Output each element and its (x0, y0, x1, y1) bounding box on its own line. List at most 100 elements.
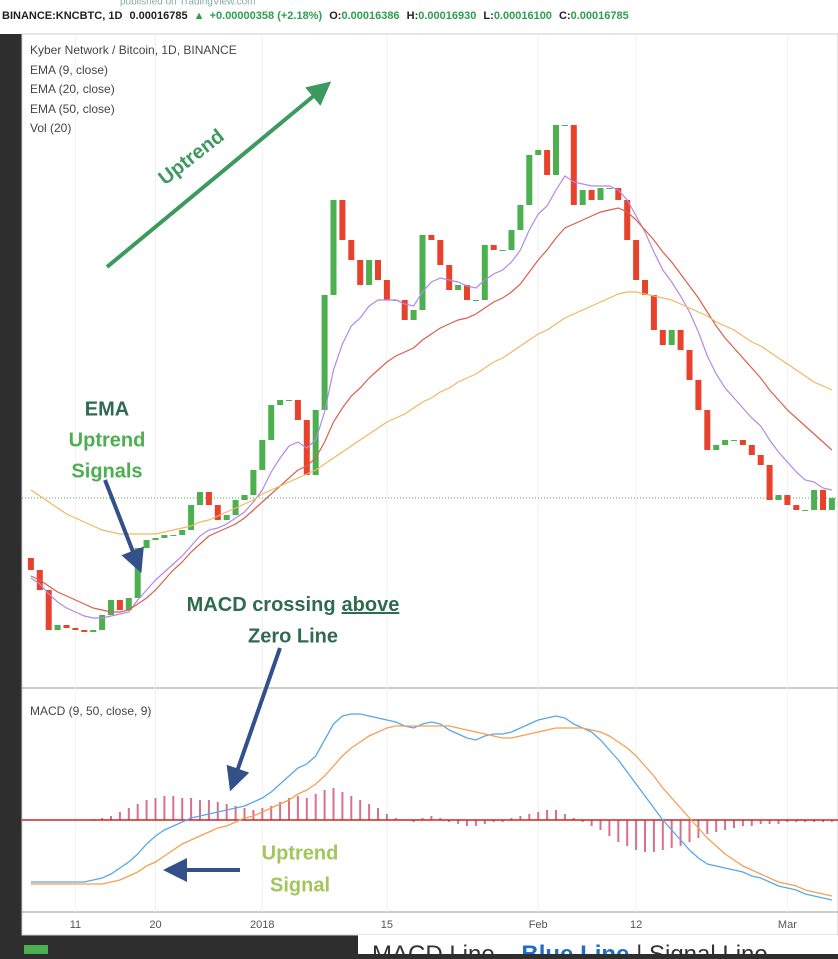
histogram-bar (279, 802, 282, 820)
histogram-bar (572, 818, 575, 820)
candle (348, 240, 355, 260)
candle (401, 300, 408, 320)
last-price: 0.00016785 (129, 10, 187, 22)
histogram-bar (741, 820, 744, 826)
x-tick-label: Feb (529, 919, 548, 931)
histogram-bar (368, 804, 371, 820)
histogram-bar (626, 820, 629, 846)
histogram-bar (768, 820, 771, 824)
histogram-bar (563, 814, 566, 820)
x-tick-label: 20 (149, 919, 161, 931)
histogram-bar (296, 796, 299, 820)
histogram-bar (430, 816, 433, 820)
change: +0.00000358 (+2.18%) (210, 10, 323, 22)
candle (375, 260, 381, 280)
macd-title: MACD (9, 50, close, 9) (30, 704, 151, 718)
candle (339, 200, 346, 240)
candle (383, 280, 390, 300)
histogram-bar (448, 820, 451, 822)
histogram-bar (350, 796, 353, 820)
candle (811, 490, 818, 510)
candle (570, 125, 577, 205)
macd-line (30, 713, 833, 901)
histogram-bar (270, 806, 273, 820)
candle (731, 440, 737, 441)
candle (428, 235, 435, 240)
histogram-bar (412, 820, 415, 822)
macd-cross-text: MACD crossing (187, 594, 336, 616)
candle (312, 410, 319, 475)
histogram-bar (635, 820, 638, 850)
histogram-bar (528, 814, 531, 820)
change-arrow: ▲ (194, 10, 205, 22)
candle (241, 495, 248, 500)
x-tick-label: 15 (381, 919, 393, 931)
candle (784, 495, 791, 505)
histogram-bar (110, 816, 112, 820)
histogram-bar (822, 820, 824, 822)
close: 0.00016785 (571, 10, 629, 22)
candle (508, 230, 515, 250)
candle (748, 445, 755, 455)
histogram-bar (234, 806, 237, 820)
candle (739, 440, 746, 445)
candle (366, 260, 373, 285)
candle (286, 400, 292, 401)
histogram-bar (163, 796, 166, 820)
candle (499, 250, 506, 251)
signal-label: Uptrend (262, 842, 339, 864)
histogram-bar (519, 816, 522, 820)
plot (22, 125, 838, 901)
candle (828, 498, 835, 510)
histogram-bar (830, 820, 833, 822)
candle (81, 630, 88, 632)
histogram-bar (537, 812, 540, 820)
histogram-bar (341, 792, 344, 820)
macd-cross-label: Zero Line (248, 625, 338, 647)
histogram-bar (555, 810, 557, 820)
candle (695, 380, 702, 410)
ema-label: Uptrend (69, 429, 146, 451)
caption-part: MACD Line – (372, 941, 521, 954)
low: 0.00016100 (494, 10, 552, 22)
candle (659, 330, 666, 345)
candle (535, 150, 542, 155)
chart-area (21, 33, 838, 936)
histogram-bar (546, 810, 549, 820)
histogram-bar (207, 800, 210, 820)
histogram-bar (759, 820, 762, 824)
histogram-bar (225, 804, 228, 820)
histogram-bar (492, 820, 495, 822)
histogram-bar (261, 808, 264, 820)
macd-cross-arrow (226, 647, 282, 792)
histogram-bar (145, 800, 148, 820)
candle (108, 600, 114, 615)
candle (757, 455, 764, 465)
chart-title: Kyber Network / Bitcoin, 1D, BINANCE (30, 43, 237, 57)
candle (820, 490, 826, 510)
candle (588, 190, 595, 200)
histogram-bar (323, 790, 326, 820)
header-bar (0, 0, 838, 34)
histogram-bar (136, 804, 139, 820)
histogram-bar (750, 820, 753, 826)
icon (24, 945, 48, 957)
histogram-bar (599, 820, 602, 830)
histogram-bar (305, 798, 308, 820)
indicator-label: Vol (20) (30, 121, 71, 135)
histogram-bar (474, 820, 477, 826)
open-label: O: (329, 10, 341, 22)
candle (214, 505, 221, 520)
candle (410, 310, 417, 320)
candle (713, 445, 720, 450)
candle (179, 530, 186, 535)
candle (642, 280, 648, 295)
candle (321, 295, 328, 410)
candle (99, 615, 106, 630)
histogram-bar (457, 820, 460, 824)
histogram-bar (581, 820, 584, 822)
histogram-bar (706, 820, 709, 834)
close-label: C: (559, 10, 571, 22)
ema-label: Signals (71, 460, 142, 482)
candle (793, 505, 800, 510)
